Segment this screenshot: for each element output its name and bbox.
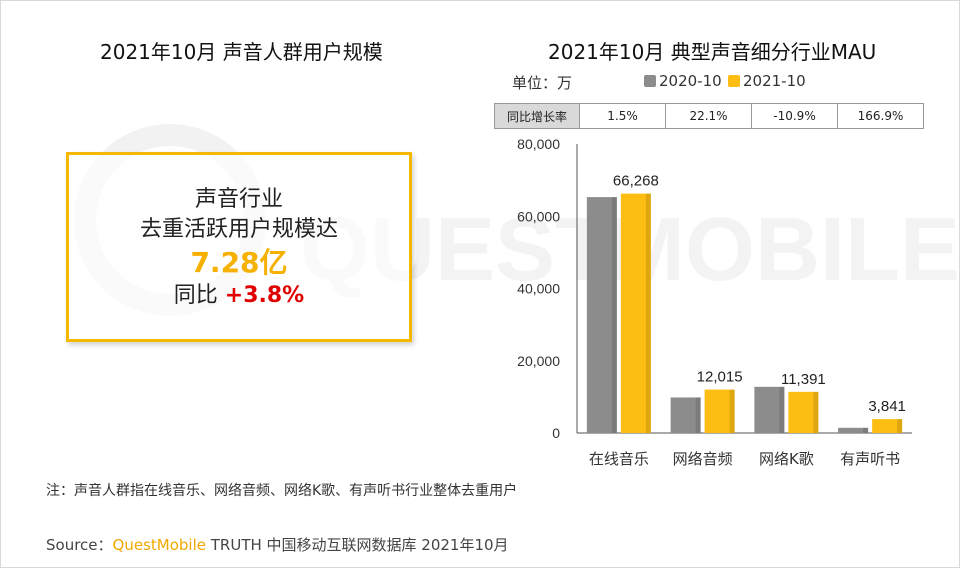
bar-2020-shade xyxy=(695,397,701,433)
y-tick-label: 80,000 xyxy=(517,136,560,152)
legend-swatch-2020 xyxy=(644,75,656,87)
stat-total-users: 7.28亿 xyxy=(190,246,288,279)
legend-label-2021: 2021-10 xyxy=(743,72,806,90)
bar-2021-shade xyxy=(729,389,735,433)
stat-industry-label: 声音行业 xyxy=(194,187,283,212)
bar-2020-shade xyxy=(611,197,617,433)
source-rest: TRUTH 中国移动互联网数据库 2021年10月 xyxy=(205,536,509,554)
mau-bar-chart: 0 20,000 40,000 60,000 80,000 66,268 在线音乐 12,01… xyxy=(517,136,912,468)
stat-yoy-value: +3.8% xyxy=(224,283,305,308)
growth-cell: 22.1% xyxy=(665,103,752,129)
y-tick-label: 60,000 xyxy=(517,208,560,224)
x-category-label: 网络音频 xyxy=(673,450,733,468)
data-label: 66,268 xyxy=(613,173,659,190)
data-label: 3,841 xyxy=(868,398,906,415)
growth-cell: 1.5% xyxy=(579,103,666,129)
bar-2021 xyxy=(788,391,819,433)
legend-label-2020: 2020-10 xyxy=(659,72,722,90)
growth-cell: 166.9% xyxy=(837,103,924,129)
y-tick-label: 20,000 xyxy=(517,353,560,369)
bar-2021-shade xyxy=(897,419,903,433)
x-category-label: 在线音乐 xyxy=(589,450,649,468)
chart-title: 2021年10月 典型声音细分行业MAU xyxy=(548,40,877,64)
bar-2021 xyxy=(620,193,651,433)
y-tick-label: 40,000 xyxy=(517,281,560,297)
stat-description: 去重活跃用户规模达 xyxy=(139,217,338,242)
bar-2020 xyxy=(670,397,701,433)
left-panel-title: 2021年10月 声音人群用户规模 xyxy=(100,40,383,64)
footnote: 注：声音人群指在线音乐、网络音频、网络K歌、有声听书行业整体去重用户 xyxy=(46,483,518,499)
bar-2021-shade xyxy=(645,193,651,433)
bar-2020 xyxy=(586,197,617,433)
data-label: 11,391 xyxy=(781,371,826,388)
stat-yoy-label: 同比 xyxy=(173,283,225,308)
source-brand: QuestMobile xyxy=(112,536,206,554)
growth-header: 同比增长率 xyxy=(494,103,580,129)
stat-yoy: 同比 +3.8% xyxy=(69,281,409,311)
x-category-label: 网络K歌 xyxy=(759,450,814,468)
legend-swatch-2021 xyxy=(728,75,740,87)
bar-2020-shade xyxy=(863,427,869,433)
source-prefix: Source： xyxy=(46,536,113,554)
data-label: 12,015 xyxy=(697,369,743,386)
legend-item-2020: 2020-10 xyxy=(644,72,722,90)
source-line: Source：QuestMobile TRUTH 中国移动互联网数据库 2021… xyxy=(46,534,509,555)
bar-2020 xyxy=(838,427,869,433)
legend-item-2021: 2021-10 xyxy=(728,72,806,90)
growth-cell: -10.9% xyxy=(751,103,838,129)
bar-2021-shade xyxy=(813,391,819,433)
bar-2021 xyxy=(872,419,903,433)
unit-label: 单位：万 xyxy=(512,74,573,92)
growth-rate-table: 同比增长率 1.5% 22.1% -10.9% 166.9% xyxy=(494,103,924,129)
summary-stat-box: 声音行业 去重活跃用户规模达 7.28亿 同比 +3.8% xyxy=(66,152,412,342)
bar-2021 xyxy=(704,389,735,433)
bar-2020 xyxy=(754,386,785,433)
y-tick-label: 0 xyxy=(552,425,560,441)
bar-2020-shade xyxy=(779,386,785,433)
x-category-label: 有声听书 xyxy=(840,450,900,468)
